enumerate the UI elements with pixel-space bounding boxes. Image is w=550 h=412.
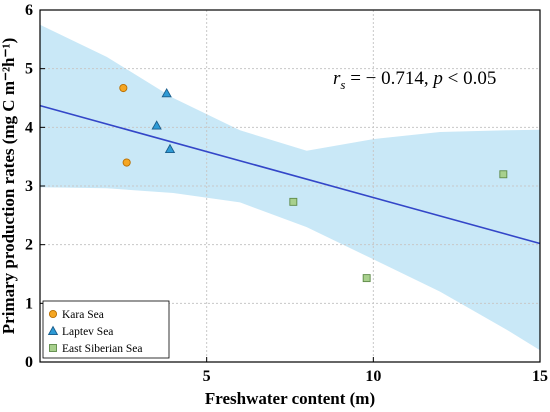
- data-point: [164, 143, 176, 154]
- x-axis-title: Freshwater content (m): [205, 389, 375, 408]
- data-point: [151, 120, 162, 130]
- y-tick-label: 1: [25, 295, 33, 312]
- x-tick-label: 5: [203, 368, 211, 385]
- grid-layer: [40, 10, 540, 362]
- annotation-value: = − 0.714,: [345, 68, 433, 89]
- confidence-band: [40, 24, 540, 351]
- y-tick-label: 5: [25, 61, 33, 78]
- annotation-r-subscript: s: [340, 77, 345, 92]
- data-point: [289, 197, 298, 206]
- data-point: [499, 170, 508, 179]
- legend-box: [42, 300, 170, 359]
- data-point: [161, 87, 172, 98]
- legend-label: Laptev Sea: [62, 326, 113, 338]
- x-tick-label: 10: [365, 368, 381, 385]
- y-tick-label: 4: [25, 119, 33, 136]
- legend: Kara Sea Laptev Sea East Siberian Sea: [42, 300, 170, 359]
- legend-label: East Siberian Sea: [62, 343, 142, 355]
- data-point: [362, 274, 371, 283]
- legend-marker: [49, 344, 57, 352]
- x-tick-label: 15: [532, 368, 548, 385]
- annotation-p-symbol: p: [431, 68, 443, 89]
- y-tick-label: 6: [25, 2, 33, 19]
- points-layer: [119, 83, 508, 283]
- regression-line: [39, 104, 541, 245]
- annotation-p-text: < 0.05: [443, 68, 496, 89]
- confidence-band-layer: [40, 24, 540, 351]
- correlation-annotation: rs = − 0.714, p < 0.05: [333, 68, 496, 92]
- ticks-layer: 5 10 15 0 1 2 3 4 5 6: [25, 2, 548, 385]
- regression-layer: [39, 104, 541, 245]
- legend-marker: [47, 325, 59, 335]
- annotation-r-symbol: r: [333, 68, 341, 89]
- legend-label: Kara Sea: [62, 309, 104, 321]
- y-tick-label: 3: [25, 178, 33, 195]
- y-axis-title: Primary production rates (mg C m⁻²h⁻¹): [0, 38, 18, 334]
- data-point: [122, 158, 131, 167]
- y-tick-label: 0: [25, 354, 33, 371]
- legend-marker: [48, 309, 58, 319]
- legend-items: Kara Sea Laptev Sea East Siberian Sea: [47, 309, 142, 355]
- y-tick-label: 2: [25, 237, 33, 254]
- data-point: [119, 83, 128, 93]
